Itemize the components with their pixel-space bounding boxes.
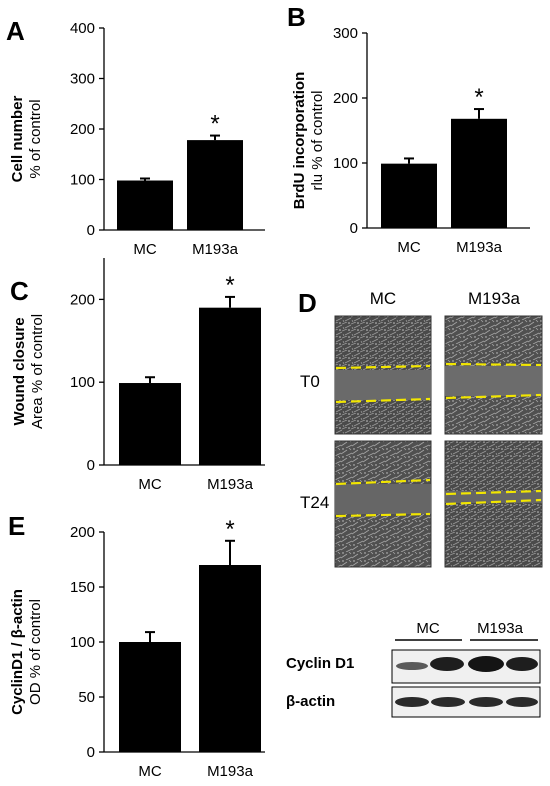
blot-row-label-cyclin: Cyclin D1	[286, 655, 354, 672]
y-tick-label: 200	[70, 291, 95, 308]
category-label: M193a	[207, 763, 254, 780]
y-axis-label-unit: OD % of control	[27, 599, 44, 705]
wound-edge-line	[335, 478, 431, 486]
y-tick-label: 100	[70, 634, 95, 651]
category-label: M193a	[192, 241, 239, 258]
significance-star: *	[474, 84, 483, 111]
wound-edge-line	[335, 397, 431, 404]
y-tick-label: 0	[87, 222, 95, 239]
micrograph-t24-mc	[334, 440, 432, 568]
bar-mc	[117, 180, 173, 230]
y-tick-label: 150	[70, 579, 95, 596]
chart-c: 0 100 200 MC M193a * Wound closure Area % of co…	[11, 258, 265, 493]
row-label-t24: T24	[300, 493, 329, 512]
panel-letter-d: D	[298, 288, 317, 318]
blot-band	[430, 657, 464, 671]
blot-band	[395, 697, 429, 707]
significance-star: *	[225, 272, 234, 299]
category-label: M193a	[207, 476, 254, 493]
y-tick-label: 0	[350, 220, 358, 237]
blot-band	[396, 662, 428, 670]
y-axis-label-unit: rlu % of control	[309, 90, 326, 190]
y-tick-label: 0	[87, 457, 95, 474]
row-label-t0: T0	[300, 372, 320, 391]
y-axis-label-main: Cell number	[9, 95, 26, 182]
blot-band	[468, 656, 504, 672]
blot-group-m193a: M193a	[477, 620, 524, 637]
category-label: MC	[397, 239, 420, 256]
y-axis-label-main: BrdU incorporation	[291, 72, 308, 210]
wound-edge-line	[335, 512, 431, 518]
col-label-m193a: M193a	[468, 289, 521, 308]
y-tick-label: 300	[333, 25, 358, 42]
micrograph-t0-mc	[334, 315, 432, 435]
blot-band	[506, 697, 538, 707]
wound-edge-line	[445, 362, 542, 367]
panel-letter-b: B	[287, 2, 306, 32]
y-tick-label: 300	[70, 71, 95, 88]
micrograph-t24-m193a	[444, 440, 543, 568]
wound-edge-line	[445, 498, 542, 506]
category-label: MC	[133, 241, 156, 258]
y-axis-label-unit: % of control	[27, 99, 44, 178]
western-blot: MC M193a Cyclin D1 β-actin	[286, 620, 541, 718]
wound-edge-line	[445, 393, 542, 400]
blot-band	[506, 657, 538, 671]
category-label: MC	[138, 476, 161, 493]
blot-band	[469, 697, 503, 707]
bar-mc	[119, 642, 181, 752]
micrograph-t0-m193a	[444, 315, 543, 435]
significance-star: *	[210, 111, 219, 138]
bar-mc	[381, 163, 437, 228]
y-tick-label: 0	[87, 744, 95, 761]
y-tick-label: 100	[70, 374, 95, 391]
y-tick-label: 400	[70, 20, 95, 37]
category-label: MC	[138, 763, 161, 780]
bar-m193a	[187, 140, 243, 230]
y-axis-label-main: CyclinD1 / β-actin	[9, 589, 26, 715]
bar-m193a	[199, 307, 261, 465]
chart-e: 0 50 100 150 200 MC M193a * CyclinD1 / β-actin OD…	[9, 516, 265, 780]
bar-m193a	[451, 118, 507, 228]
panel-letter-c: C	[10, 276, 29, 306]
blot-group-mc: MC	[416, 620, 439, 637]
bar-mc	[119, 383, 181, 465]
bar-m193a	[199, 565, 261, 752]
y-tick-label: 100	[333, 155, 358, 172]
significance-star: *	[225, 516, 234, 543]
wound-edge-line	[445, 489, 542, 496]
y-axis-label-main: Wound closure	[11, 317, 28, 425]
panel-letter-a: A	[6, 16, 25, 46]
y-tick-label: 100	[70, 172, 95, 189]
wound-edge-line	[335, 364, 431, 370]
blot-row-label-actin: β-actin	[286, 693, 335, 710]
blot-band	[431, 697, 465, 707]
category-label: M193a	[456, 239, 503, 256]
chart-b: 0 100 200 300 MC M193a * BrdU incorporation rlu …	[291, 25, 530, 256]
y-tick-label: 200	[70, 121, 95, 138]
panel-letter-e: E	[8, 511, 25, 541]
panel-d-micrographs: MC M193a T0 T2	[300, 289, 543, 568]
y-tick-label: 200	[70, 524, 95, 541]
chart-a: 0 100 200 300 400 MC M193a * Cell number% of con…	[9, 20, 265, 258]
col-label-mc: MC	[370, 289, 396, 308]
y-tick-label: 50	[78, 689, 95, 706]
y-axis-label-unit: Area % of control	[29, 314, 46, 429]
y-tick-label: 200	[333, 90, 358, 107]
